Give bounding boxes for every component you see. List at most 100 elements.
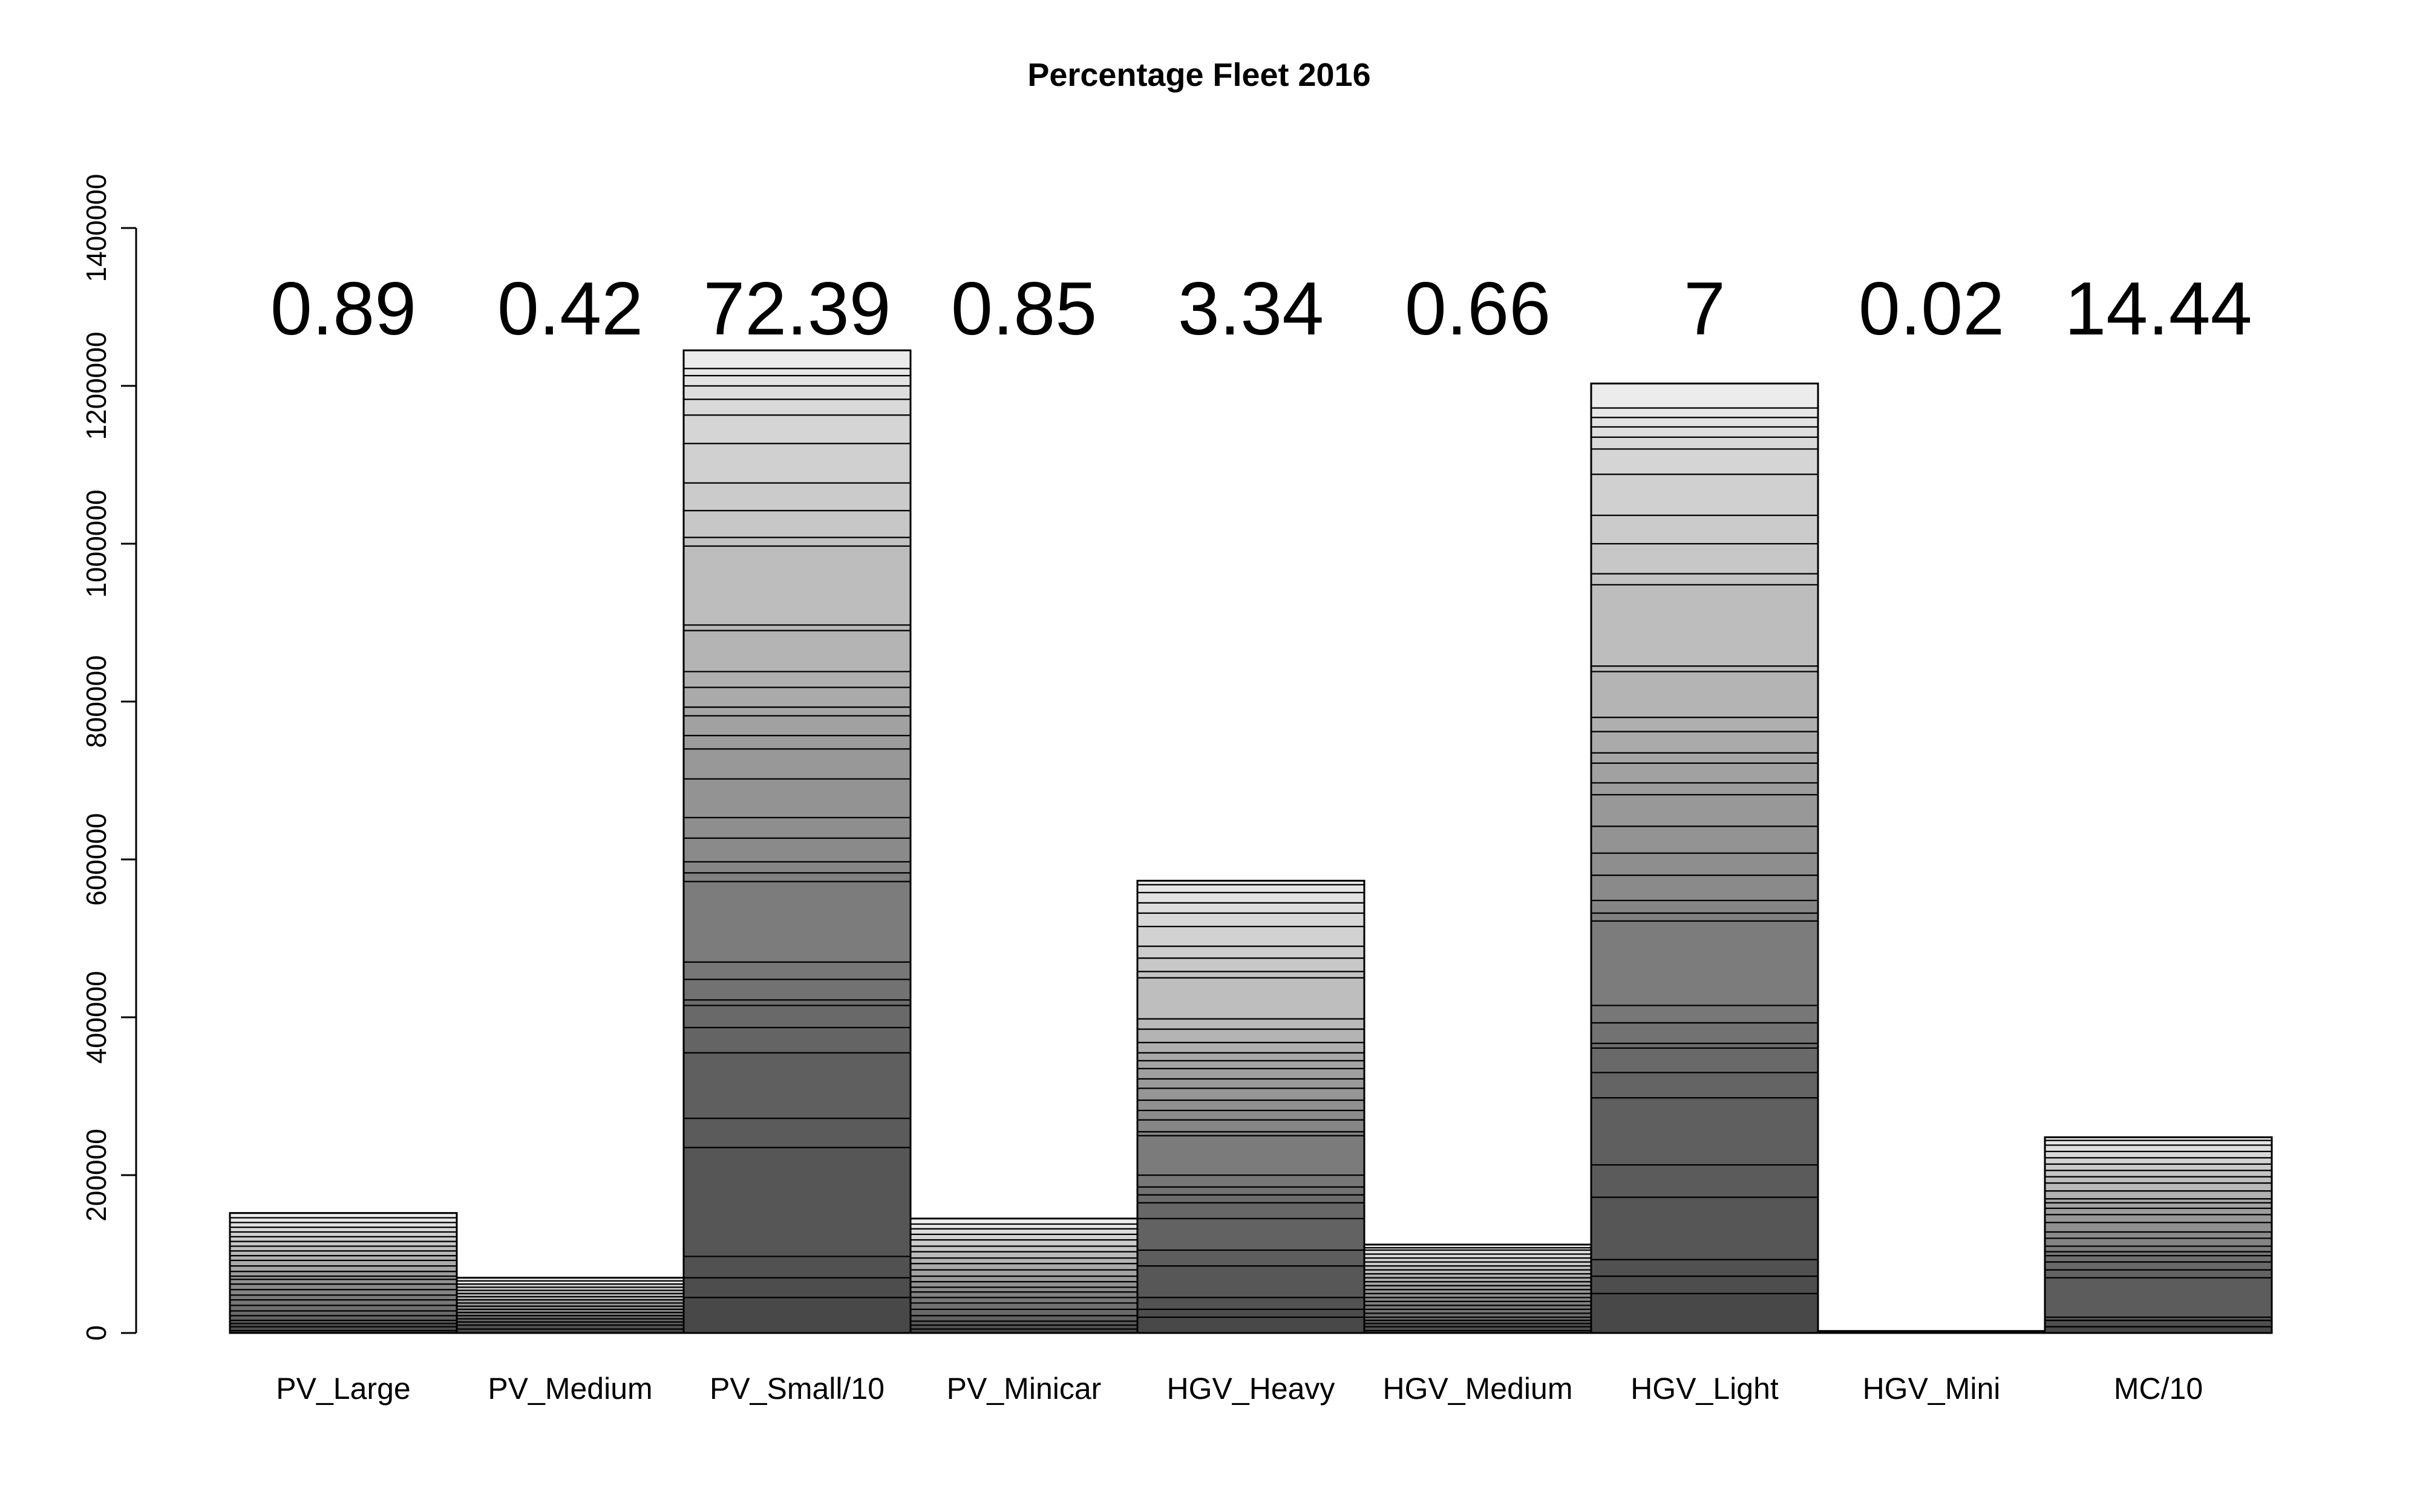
percentage-label: 3.34 (1178, 267, 1324, 351)
bar-segment (2044, 1150, 2273, 1159)
bar-segment (909, 1245, 1139, 1253)
bar-segment (1136, 891, 1365, 904)
bar-segment (1136, 1099, 1365, 1112)
bar-segment (1136, 1265, 1365, 1299)
bar-segment (1590, 436, 1819, 450)
bar-segment (1136, 1202, 1365, 1219)
bar-segment (229, 1289, 458, 1296)
y-tick-label: 400000 (80, 971, 112, 1064)
bar-segment (682, 1297, 912, 1334)
bar-segment (682, 837, 912, 863)
bar-segment (1590, 874, 1819, 901)
bar-segment (909, 1275, 1139, 1283)
bar-segment (682, 715, 912, 737)
bar-segment (229, 1222, 458, 1228)
bar-segment (1136, 1067, 1365, 1080)
bar-PV_Medium (456, 1277, 685, 1334)
bar-segment (682, 399, 912, 416)
bar-segment (1136, 925, 1365, 947)
bar-segment (1590, 543, 1819, 575)
bar-outline (2044, 1136, 2273, 1334)
bar-segment (909, 1251, 1139, 1259)
bar-segment (2044, 1326, 2273, 1334)
bar-segment (229, 1259, 458, 1267)
bar-segment (682, 1052, 912, 1119)
bar-segment (1136, 957, 1365, 973)
x-tick-label: HGV_Light (1630, 1372, 1779, 1406)
bar-segment (1590, 671, 1819, 719)
y-axis: 0 200000 400000 600000 800000 1000000 1200000 1… (80, 174, 137, 1341)
bar-segment (1136, 1217, 1365, 1251)
bar-PV_Large (229, 1212, 458, 1334)
bar-segment (1590, 1005, 1819, 1024)
bar-segment (229, 1227, 458, 1233)
bar-segment (1590, 752, 1819, 764)
bar-segment (1590, 782, 1819, 796)
bar-segment (909, 1281, 1139, 1288)
percentage-label: 72.39 (703, 267, 891, 351)
x-tick-label: PV_Large (276, 1372, 410, 1406)
y-tick-label: 1400000 (80, 174, 112, 282)
bar-segment (2044, 1170, 2273, 1178)
bar-segment (1590, 1259, 1819, 1277)
bar-segment (229, 1217, 458, 1224)
bar-segment (682, 748, 912, 780)
bar-segment (682, 414, 912, 445)
x-tick-label: PV_Small/10 (710, 1372, 885, 1406)
bar-segment (229, 1250, 458, 1257)
bar-segment (2044, 1320, 2273, 1328)
bar-segment (909, 1263, 1139, 1271)
bar-segment (682, 1147, 912, 1257)
bar-segment (1590, 417, 1819, 428)
bar-outline (229, 1212, 458, 1334)
bar-segment (1590, 1047, 1819, 1074)
bar-segment (1590, 1196, 1819, 1260)
bar-segment (682, 961, 912, 980)
bar-segment (2044, 1261, 2273, 1271)
bar-segment (682, 443, 912, 484)
bar-segment (909, 1223, 1139, 1230)
bar-segment (682, 545, 912, 626)
bar-segment (2044, 1157, 2273, 1165)
bar-segment (1590, 716, 1819, 732)
bar-segment (682, 671, 912, 688)
bar-segment (909, 1233, 1139, 1241)
bar-segment (909, 1315, 1139, 1322)
bar-segment (682, 1277, 912, 1299)
category-labels: PV_Large PV_Medium PV_Small/10 PV_Minicar HG… (276, 1372, 2203, 1406)
bar-segment (2044, 1255, 2273, 1263)
percentage-label: 14.44 (2064, 267, 2252, 351)
bar-segment (2044, 1222, 2273, 1233)
bar-segment (2044, 1176, 2273, 1184)
bar-segment (2044, 1163, 2273, 1171)
bar-segment (229, 1265, 458, 1272)
bar-segment (1136, 1174, 1365, 1188)
bar-segment (1590, 731, 1819, 754)
bar-segment (1136, 1018, 1365, 1030)
bar-segment (1590, 793, 1819, 827)
bar-HGV_Mini (1817, 1330, 2046, 1334)
y-tick-label: 800000 (80, 655, 112, 748)
bar-segment (2044, 1269, 2273, 1279)
bar-segment (1136, 1249, 1365, 1267)
bar-segment (229, 1315, 458, 1321)
bar-outline (1590, 382, 1819, 1334)
bar-segment (682, 536, 912, 547)
percentage-label: 0.42 (497, 267, 643, 351)
bar-segment (682, 350, 912, 370)
bar-segment (682, 1256, 912, 1279)
x-tick-label: PV_Minicar (947, 1372, 1102, 1406)
x-tick-label: MC/10 (2114, 1372, 2203, 1406)
bar-segment (229, 1283, 458, 1291)
bar-segment (909, 1302, 1139, 1310)
chart-title: Percentage Fleet 2016 (1027, 57, 1370, 93)
bar-segment (229, 1310, 458, 1317)
bar-segment (2044, 1277, 2273, 1318)
bar-segment (229, 1271, 458, 1277)
bar-segment (229, 1240, 458, 1247)
percentage-label: 0.89 (270, 267, 416, 351)
bar-segment (229, 1236, 458, 1242)
bar-segment (1136, 902, 1365, 914)
percentage-label: 0.66 (1405, 267, 1551, 351)
